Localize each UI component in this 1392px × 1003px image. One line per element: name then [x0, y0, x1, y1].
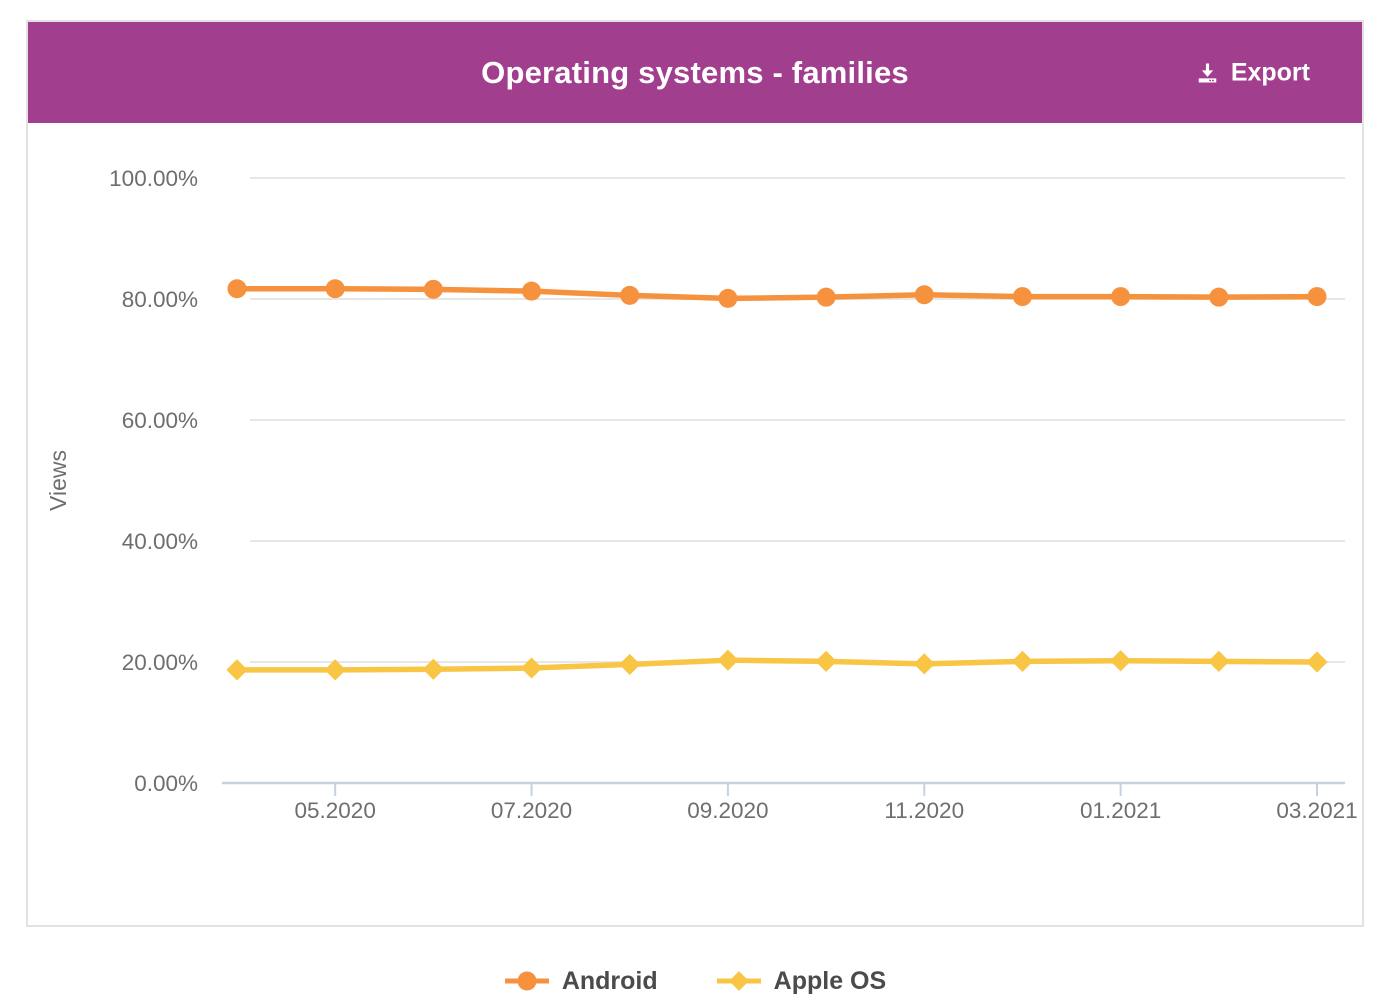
- x-tick-label: 03.2021: [1276, 798, 1357, 823]
- y-tick-label: 40.00%: [122, 529, 198, 554]
- apple-os-point[interactable]: [422, 658, 444, 680]
- download-icon: [1198, 62, 1217, 82]
- android-point[interactable]: [227, 279, 247, 299]
- apple-os-line: [234, 657, 1320, 673]
- apple-os-point[interactable]: [520, 657, 543, 679]
- x-tick-label: 11.2020: [884, 798, 964, 823]
- chart-area: 100.00% 80.00% 60.00% 40.00% 20.00% 0.00% 05.2…: [28, 123, 1362, 995]
- apple-os-point[interactable]: [913, 653, 935, 675]
- android-point[interactable]: [718, 288, 738, 308]
- android-point[interactable]: [423, 279, 443, 299]
- y-tick-label: 60.00%: [122, 408, 198, 433]
- y-tick-label: 0.00%: [134, 771, 198, 796]
- export-button[interactable]: Export: [1194, 58, 1310, 87]
- apple-os-point[interactable]: [1208, 650, 1230, 673]
- android-point[interactable]: [816, 287, 836, 307]
- x-tick-label: 09.2020: [687, 798, 768, 823]
- legend-label-android: Android: [561, 966, 658, 995]
- apple-os-point[interactable]: [619, 653, 641, 676]
- chart-legend: Android Apple OS: [28, 959, 1362, 1003]
- widget-title: Operating systems - families: [481, 54, 909, 90]
- apple-os-point[interactable]: [815, 650, 837, 673]
- android-point[interactable]: [1111, 287, 1131, 307]
- x-tick-label: 01.2021: [1080, 798, 1161, 823]
- y-tick-label: 100.00%: [109, 166, 198, 191]
- android-point[interactable]: [325, 279, 345, 299]
- x-tick-label: 05.2020: [295, 798, 376, 823]
- y-tick-label: 20.00%: [122, 650, 198, 675]
- apple-os-point[interactable]: [717, 649, 739, 671]
- apple-os-point[interactable]: [226, 659, 248, 681]
- line-chart: 100.00% 80.00% 60.00% 40.00% 20.00% 0.00% 05.2…: [45, 166, 1358, 823]
- apple-os-point[interactable]: [1110, 650, 1132, 672]
- android-line: [234, 285, 1320, 302]
- android-point[interactable]: [914, 285, 934, 305]
- android-point[interactable]: [522, 281, 542, 301]
- export-button-label: Export: [1230, 58, 1310, 86]
- android-circle-marker-icon: [504, 971, 549, 991]
- apple-os-point[interactable]: [1011, 650, 1034, 673]
- android-point[interactable]: [1307, 287, 1327, 307]
- y-tick-label: 80.00%: [122, 287, 198, 312]
- apple-os-point[interactable]: [324, 659, 346, 681]
- chart-widget-card: Operating systems - families Export 100.…: [26, 20, 1364, 995]
- legend-item-android[interactable]: Android: [504, 967, 658, 996]
- apple-diamond-marker-icon: [716, 971, 761, 991]
- legend-label-apple-os: Apple OS: [773, 966, 887, 995]
- widget-header: Operating systems - families Export: [28, 22, 1362, 123]
- android-point[interactable]: [1209, 287, 1229, 307]
- legend-item-apple-os[interactable]: Apple OS: [716, 966, 887, 996]
- android-point[interactable]: [620, 285, 640, 305]
- apple-os-point[interactable]: [1306, 651, 1328, 673]
- android-point[interactable]: [1012, 287, 1032, 307]
- y-axis-title: Views: [45, 450, 71, 511]
- x-tick-label: 07.2020: [491, 798, 572, 823]
